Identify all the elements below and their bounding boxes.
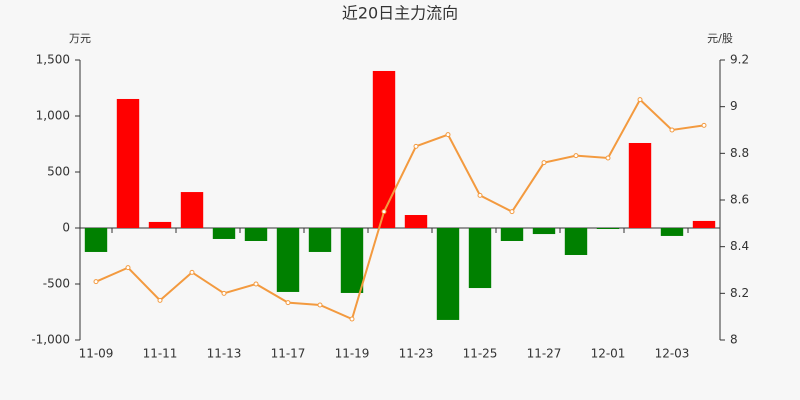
- bar: [436, 228, 460, 320]
- line-point: [93, 279, 99, 285]
- line-point: [637, 97, 643, 103]
- bar: [148, 221, 172, 228]
- line-point: [317, 302, 323, 308]
- line: [95, 98, 705, 321]
- line-point: [349, 316, 355, 322]
- bar: [180, 192, 204, 228]
- bar: [212, 228, 236, 239]
- line-point: [413, 143, 419, 149]
- line-point: [605, 155, 611, 161]
- bar: [532, 228, 556, 235]
- line-point: [701, 122, 707, 128]
- x-tick-label: 11-09: [79, 347, 114, 361]
- bar: [276, 228, 300, 292]
- line-point: [253, 281, 259, 287]
- x-tick-label: 11-23: [399, 347, 434, 361]
- line-point: [157, 297, 163, 303]
- line-point: [445, 132, 451, 138]
- x-tick-label: 12-03: [655, 347, 690, 361]
- line-point: [189, 269, 195, 275]
- y-tick-label: 0: [62, 221, 70, 235]
- line-point: [221, 290, 227, 296]
- y2-tick-label: 8: [730, 333, 738, 347]
- y2-tick-label: 8.2: [730, 286, 749, 300]
- y-tick-label: 1,000: [36, 109, 70, 123]
- bar: [596, 228, 620, 229]
- line-point: [669, 127, 675, 133]
- y-tick-label: -500: [43, 277, 70, 291]
- y-axis-label: 万元: [69, 32, 91, 45]
- bar: [372, 70, 396, 228]
- bar: [564, 228, 588, 255]
- bar: [628, 142, 652, 228]
- y2-tick-label: 9: [730, 99, 738, 113]
- bar: [500, 228, 524, 241]
- y-tick-label: 500: [47, 165, 70, 179]
- bar: [84, 228, 108, 252]
- y2-tick-label: 9.2: [730, 53, 749, 67]
- x-tick-label: 11-17: [271, 347, 306, 361]
- line-point: [573, 153, 579, 159]
- x-tick-label: 11-27: [527, 347, 562, 361]
- bar: [244, 228, 268, 241]
- bar: [340, 228, 364, 293]
- chart-title: 近20日主力流向: [342, 4, 458, 23]
- line-point: [541, 160, 547, 166]
- bar: [404, 215, 428, 228]
- bar: [660, 228, 684, 236]
- x-tick-label: 12-01: [591, 347, 626, 361]
- x-tick-label: 11-19: [335, 347, 370, 361]
- line-point: [477, 192, 483, 198]
- line-point: [381, 209, 387, 215]
- y2-axis-label: 元/股: [707, 32, 733, 45]
- y2-tick-label: 8.8: [730, 146, 749, 160]
- y-tick-label: -1,000: [31, 333, 70, 347]
- bar: [692, 220, 716, 228]
- line-point: [509, 209, 515, 215]
- bar: [116, 98, 140, 228]
- x-tick-label: 11-13: [207, 347, 242, 361]
- bar: [468, 228, 492, 289]
- y-tick-label: 1,500: [36, 53, 70, 67]
- bar: [308, 228, 332, 252]
- line-point: [285, 300, 291, 306]
- x-tick-label: 11-25: [463, 347, 498, 361]
- x-tick-label: 11-11: [143, 347, 178, 361]
- line-point: [125, 265, 131, 271]
- y2-tick-label: 8.4: [730, 239, 749, 253]
- y2-tick-label: 8.6: [730, 193, 749, 207]
